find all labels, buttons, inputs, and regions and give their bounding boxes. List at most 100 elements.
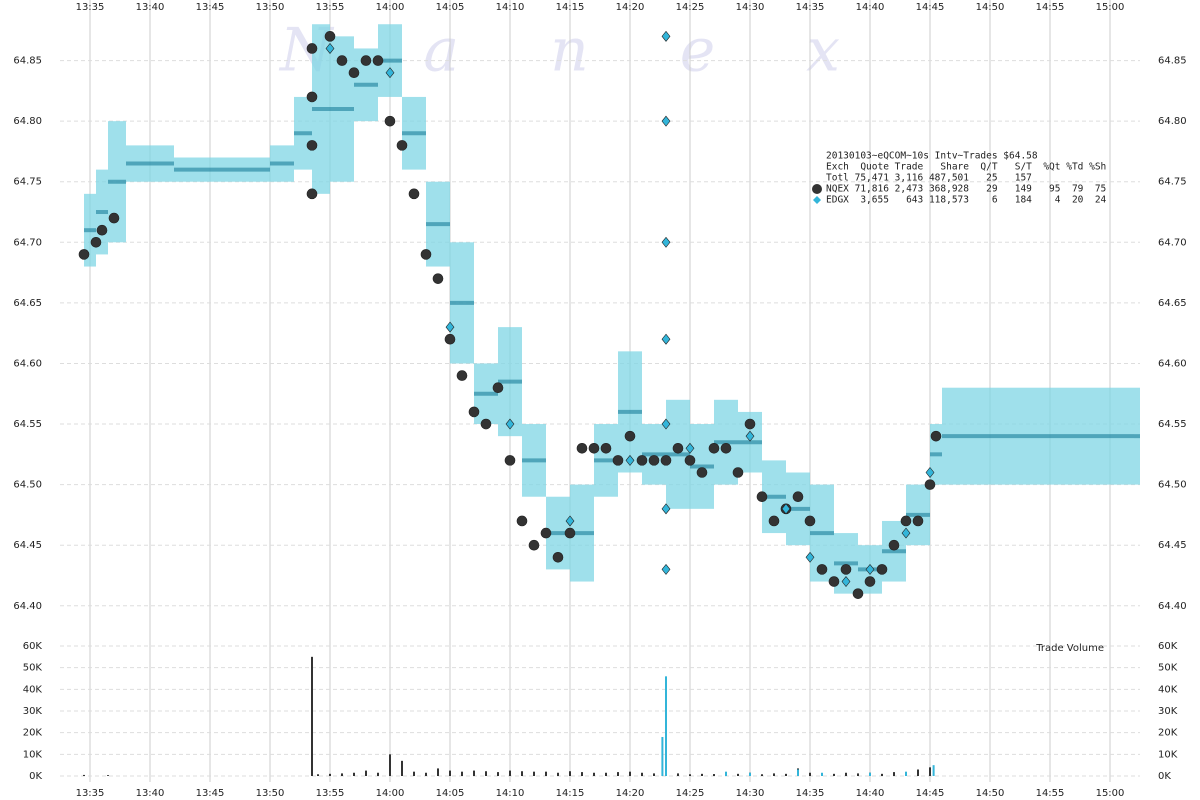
trade-dot: [336, 55, 348, 66]
volume-bar: [761, 774, 763, 776]
y-tick-label: 64.85: [13, 56, 42, 67]
trade-diamond: [661, 115, 671, 127]
trade-dot: [792, 491, 804, 503]
x-tick-label: 13:50: [256, 2, 285, 13]
volume-bar: [473, 770, 475, 776]
trade-dot: [930, 430, 942, 442]
volume-bar: [317, 774, 319, 776]
trade-dot: [684, 455, 696, 466]
volume-bar: [773, 773, 775, 776]
y-tick-label: 64.55: [1158, 419, 1187, 430]
trade-diamond: [925, 467, 935, 478]
volume-bar: [485, 771, 487, 776]
x-tick-label: 14:05: [436, 2, 465, 13]
volume-bar: [389, 754, 391, 776]
legend-header: Exch Quote Trade Share Q/T S/T %Qt %Td %…: [826, 162, 1106, 173]
trade-diamond: [685, 442, 695, 454]
x-tick-label: 14:15: [556, 2, 585, 13]
volume-bar: [605, 772, 607, 776]
x-tick-label: 14:50: [976, 788, 1005, 799]
trade-dot: [444, 333, 456, 345]
trade-dot: [588, 442, 600, 454]
y-tick-label: 64.50: [1158, 480, 1187, 491]
trade-diamond: [661, 418, 671, 430]
volume-bar: [497, 772, 499, 776]
volume-bar: [593, 772, 595, 776]
trade-dot: [924, 479, 936, 490]
trade-dot: [648, 455, 660, 466]
volume-bar: [677, 773, 679, 776]
legend-title: 20130103~eQCOM~10s Intv~Trades $64.58: [826, 151, 1038, 162]
y-tick-label: 64.60: [13, 358, 42, 369]
y-tick-label: 64.40: [13, 601, 42, 612]
volume-bar: [413, 771, 415, 776]
y-tick-label: 64.80: [13, 116, 42, 127]
volume-bar: [425, 772, 427, 776]
volume-bar: [581, 772, 583, 776]
volume-bar: [881, 773, 883, 776]
x-tick-label: 13:45: [196, 2, 225, 13]
trade-diamond: [901, 527, 911, 539]
volume-bar: [617, 772, 619, 776]
x-tick-label: 14:20: [616, 2, 645, 13]
x-tick-label: 13:50: [256, 788, 285, 799]
trade-diamond: [661, 236, 671, 248]
y-tick-label: 64.55: [13, 419, 42, 430]
trade-dot: [504, 455, 516, 466]
trade-dot: [306, 188, 318, 200]
trade-diamond: [841, 576, 851, 588]
y-tick-label: 64.50: [13, 480, 42, 491]
y-tick-label: 64.60: [1158, 358, 1187, 369]
x-tick-label: 13:55: [316, 788, 345, 799]
y-tick-label: 64.75: [13, 177, 42, 188]
volume-bar: [341, 773, 343, 776]
volume-bar: [83, 774, 85, 776]
y-tick-label: 60K: [1158, 641, 1178, 652]
x-tick-label: 13:35: [76, 788, 105, 799]
x-tick-label: 14:45: [916, 788, 945, 799]
legend-row: Totl 75,471 3,116 487,501 25 157: [826, 173, 1032, 184]
x-tick-label: 14:40: [856, 788, 885, 799]
volume-bar: [437, 768, 439, 776]
trade-dot: [516, 515, 528, 527]
trade-dot: [864, 576, 876, 587]
trade-dot: [396, 140, 408, 151]
volume-bar: [653, 773, 655, 776]
y-tick-label: 64.85: [1158, 56, 1187, 67]
volume-bar: [905, 771, 907, 776]
volume-bar: [725, 771, 727, 776]
trade-dot: [696, 467, 708, 478]
trade-dot: [768, 515, 780, 527]
trade-diamond: [385, 67, 395, 79]
volume-bar: [749, 772, 751, 776]
volume-label: Trade Volume: [1035, 643, 1104, 654]
y-tick-label: 64.75: [1158, 177, 1187, 188]
y-tick-label: 64.65: [1158, 298, 1187, 309]
y-tick-label: 64.65: [13, 298, 42, 309]
volume-bar: [353, 772, 355, 776]
y-tick-label: 0K: [29, 771, 42, 782]
trade-dot: [636, 455, 648, 466]
y-tick-label: 64.70: [1158, 237, 1187, 248]
x-tick-label: 14:25: [676, 788, 705, 799]
x-tick-label: 14:35: [796, 2, 825, 13]
x-tick-label: 14:35: [796, 788, 825, 799]
y-tick-label: 20K: [1158, 728, 1178, 739]
x-tick-label: 13:35: [76, 2, 105, 13]
trade-dot: [852, 588, 864, 599]
legend-row: EDGX 3,655 643 118,573 6 184 4 20 24: [826, 195, 1107, 206]
x-tick-label: 14:50: [976, 2, 1005, 13]
volume-bar: [701, 773, 703, 776]
volume-bar: [449, 770, 451, 776]
trade-dot: [816, 564, 828, 575]
trade-dot: [804, 515, 816, 527]
trade-dot: [732, 467, 744, 478]
volume-bar: [833, 773, 835, 776]
x-tick-label: 13:45: [196, 788, 225, 799]
volume-bar: [893, 772, 895, 776]
trade-dot: [408, 188, 420, 200]
trade-diamond: [661, 563, 671, 575]
x-tick-label: 13:40: [136, 788, 165, 799]
trade-diamond: [325, 42, 335, 54]
y-tick-label: 30K: [23, 706, 43, 717]
